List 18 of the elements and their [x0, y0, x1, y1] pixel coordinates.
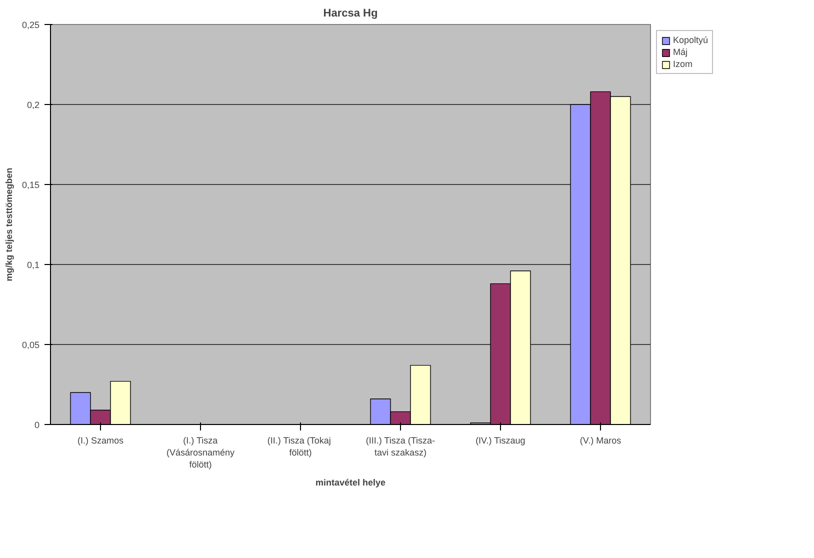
legend-label: Izom — [673, 59, 693, 69]
y-tick-label: 0,05 — [22, 340, 40, 350]
x-tick-label: (III.) Tisza (Tisza- tavi szakasz) — [366, 436, 436, 458]
x-tick-label: (V.) Maros — [580, 436, 622, 446]
x-tick-label: (II.) Tisza (Tokaj fölött) — [267, 436, 331, 458]
x-axis-title: mintavétel helye — [315, 478, 386, 488]
x-tick-label: (I.) Szamos — [77, 436, 124, 446]
y-tick-label: 0,2 — [26, 100, 40, 110]
y-axis-title: mg/kg teljes testtömegben — [4, 168, 14, 282]
x-tick-label: (IV.) Tiszaug — [476, 436, 526, 446]
y-tick-label: 0,25 — [22, 20, 40, 30]
y-tick-label: 0 — [34, 420, 40, 430]
y-tick-label: 0,1 — [26, 260, 40, 270]
chart-title: Harcsa Hg — [323, 8, 378, 20]
x-tick-label: (I.) Tisza (Vásárosnamény fölött) — [166, 436, 236, 470]
y-tick-label: 0,15 — [22, 180, 40, 190]
legend-label: Máj — [673, 47, 689, 57]
legend-label: Kopoltyú — [673, 35, 708, 45]
